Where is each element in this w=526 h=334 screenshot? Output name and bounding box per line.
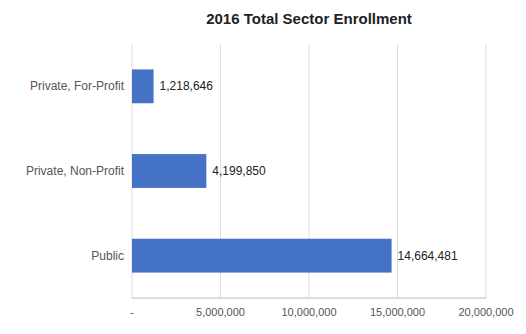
x-tick-label: 15,000,000	[370, 306, 425, 318]
chart-svg: - 5,000,000 10,000,000 15,000,000 20,000,000…	[0, 0, 526, 334]
plot-area: - 5,000,000 10,000,000 15,000,000 20,000,000…	[26, 44, 514, 318]
x-tick-label: -	[130, 306, 134, 318]
y-tick-label: Private, For-Profit	[30, 79, 125, 93]
data-label: 1,218,646	[160, 79, 214, 93]
grid	[132, 44, 486, 298]
x-axis-line	[132, 298, 486, 299]
bar	[132, 154, 206, 188]
x-tick-label: 10,000,000	[281, 306, 336, 318]
grid-line	[486, 44, 487, 298]
x-tick-label: 5,000,000	[196, 306, 245, 318]
bar	[132, 69, 154, 103]
bars	[132, 69, 392, 272]
data-label: 4,199,850	[212, 164, 266, 178]
chart-container: - 5,000,000 10,000,000 15,000,000 20,000,000…	[0, 0, 526, 334]
chart-title: 2016 Total Sector Enrollment	[206, 10, 412, 27]
data-label: 14,664,481	[398, 249, 458, 263]
y-tick-label: Public	[91, 249, 124, 263]
y-tick-label: Private, Non-Profit	[26, 164, 125, 178]
bar	[132, 239, 392, 273]
x-tick-label: 20,000,000	[458, 306, 513, 318]
